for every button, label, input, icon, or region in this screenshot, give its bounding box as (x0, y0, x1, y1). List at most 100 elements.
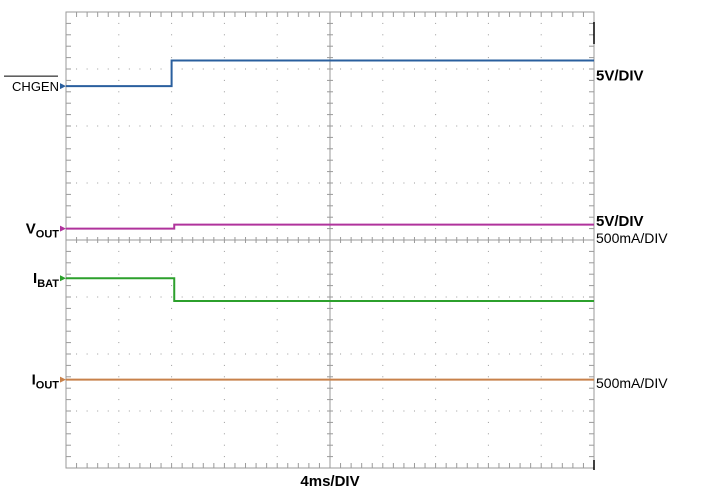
grid-dot (403, 410, 405, 412)
grid-dot (487, 159, 489, 161)
grid-dot (540, 114, 542, 116)
grid-dot (540, 79, 542, 81)
grid-dot (361, 182, 363, 184)
grid-dot (435, 22, 437, 24)
grid-dot (266, 125, 268, 127)
grid-dot (118, 34, 120, 36)
grid-dot (561, 296, 563, 298)
grid-dot (171, 102, 173, 104)
grid-dot (149, 125, 151, 127)
grid-dot (350, 68, 352, 70)
grid-dot (318, 410, 320, 412)
grid-dot (223, 273, 225, 275)
grid-dot (276, 376, 278, 378)
grid-dot (318, 68, 320, 70)
grid-dot (487, 376, 489, 378)
grid-dot (255, 410, 257, 412)
grid-dot (340, 353, 342, 355)
grid-dot (371, 182, 373, 184)
grid-dot (540, 34, 542, 36)
grid-dot (435, 444, 437, 446)
grid-dot (245, 296, 247, 298)
grid-dot (382, 410, 384, 412)
grid-dot (530, 353, 532, 355)
grid-dot (276, 410, 278, 412)
grid-dot (118, 319, 120, 321)
grid-dot (519, 68, 521, 70)
grid-dot (118, 376, 120, 378)
channel-markers: CHGEN VOUT IBAT IOUT (4, 75, 66, 392)
grid-dot (234, 410, 236, 412)
marker-chgen-label: CHGEN (12, 79, 59, 94)
grid-dot (487, 136, 489, 138)
grid-dot (171, 307, 173, 309)
grid-dot (287, 353, 289, 355)
grid-dot (572, 182, 574, 184)
grid-dot (276, 114, 278, 116)
grid-dot (276, 444, 278, 446)
grid-dot (245, 410, 247, 412)
grid-dot (435, 148, 437, 150)
grid-dot (477, 410, 479, 412)
grid-dot (435, 296, 437, 298)
grid-dot (435, 262, 437, 264)
grid-dot (382, 342, 384, 344)
grid-dot (223, 34, 225, 36)
grid-dot (435, 433, 437, 435)
grid-dot (435, 79, 437, 81)
grid-dot (540, 285, 542, 287)
grid-dot (572, 296, 574, 298)
grid-dot (477, 182, 479, 184)
grid-dot (582, 410, 584, 412)
grid-dot (540, 125, 542, 127)
grid-dot (213, 68, 215, 70)
grid-dot (181, 182, 183, 184)
grid-dot (276, 433, 278, 435)
grid-dot (540, 421, 542, 423)
grid-dot (498, 296, 500, 298)
grid-dot (97, 68, 99, 70)
grid-dot (118, 125, 120, 127)
grid-dot (276, 91, 278, 93)
grid-dot (435, 364, 437, 366)
grid-dot (234, 182, 236, 184)
grid-dot (171, 136, 173, 138)
grid-dot (223, 159, 225, 161)
grid-dot (308, 68, 310, 70)
grid-dot (572, 353, 574, 355)
grid-dot (76, 68, 78, 70)
grid-dot (435, 136, 437, 138)
grid-dot (276, 330, 278, 332)
grid-dot (435, 205, 437, 207)
grid-dot (118, 148, 120, 150)
grid-dot (118, 22, 120, 24)
grid-dot (107, 410, 109, 412)
grid-dot (456, 182, 458, 184)
grid-dot (171, 353, 173, 355)
grid-dot (487, 353, 489, 355)
grid-dot (171, 433, 173, 435)
grid-dot (118, 433, 120, 435)
grid-dot (276, 22, 278, 24)
grid-dot (234, 353, 236, 355)
grid-dot (435, 193, 437, 195)
grid-dot (97, 296, 99, 298)
grid-dot (318, 296, 320, 298)
grid-dot (487, 34, 489, 36)
grid-dot (118, 399, 120, 401)
grid-dot (445, 182, 447, 184)
marker-vout-label: VOUT (26, 221, 60, 241)
grid-dot (128, 68, 130, 70)
grid-dot (160, 353, 162, 355)
grid-dot (223, 205, 225, 207)
grid-dot (223, 342, 225, 344)
grid-dot (403, 182, 405, 184)
grid-dot (276, 296, 278, 298)
grid-dot (86, 68, 88, 70)
grid-dot (308, 125, 310, 127)
grid-dot (128, 125, 130, 127)
grid-dot (561, 353, 563, 355)
grid-dot (255, 68, 257, 70)
grid-dot (487, 421, 489, 423)
grid-dot (540, 262, 542, 264)
